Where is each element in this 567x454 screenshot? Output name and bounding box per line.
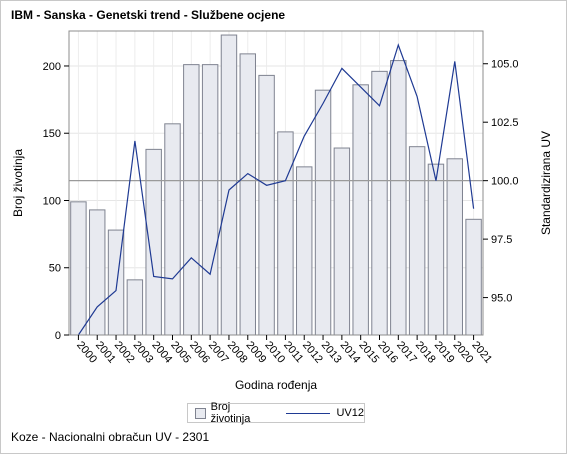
x-tick-label-2017: 2017 <box>394 339 419 365</box>
x-tick-label-2020: 2020 <box>450 339 475 365</box>
y2-tick-label-2: 100.0 <box>491 176 519 188</box>
bar-2000 <box>70 201 87 336</box>
y-axis-label: Broj životinja <box>11 149 25 217</box>
bar-2012 <box>296 166 313 336</box>
bar-2020 <box>446 158 463 336</box>
y2-tick-label-1: 97.5 <box>491 234 512 246</box>
legend-line-swatch <box>286 412 331 414</box>
x-axis-label: Godina rođenja <box>235 378 317 392</box>
x-tick-label-2009: 2009 <box>243 339 268 365</box>
x-tick-label-2002: 2002 <box>112 339 137 365</box>
x-tick-label-2013: 2013 <box>319 339 344 365</box>
y-tick-label-3: 150 <box>43 128 61 140</box>
plot-frame <box>68 30 484 336</box>
bar-2001 <box>89 209 106 336</box>
series-line-uv12 <box>77 43 475 336</box>
x-tick-label-2001: 2001 <box>93 339 118 365</box>
bar-2009 <box>239 53 256 336</box>
bar-2019 <box>427 163 445 336</box>
x-tick-label-2021: 2021 <box>469 339 494 365</box>
y2-tick-label-0: 95.0 <box>491 293 512 305</box>
bar-2021 <box>465 218 482 336</box>
x-tick-label-2010: 2010 <box>262 339 287 365</box>
bar-2013 <box>314 89 332 336</box>
bar-2014 <box>333 147 351 336</box>
bar-2004 <box>145 148 162 336</box>
y2-axis-label: Standardizirana UV <box>539 131 553 235</box>
bar-2016 <box>371 70 388 336</box>
legend-bar-label: Broj životinja <box>210 401 251 425</box>
legend-bar-swatch <box>195 407 206 419</box>
y2-tick-label-4: 105.0 <box>491 59 519 71</box>
legend: Broj životinja UV12 <box>187 401 365 425</box>
legend-line-label: UV12 <box>336 407 364 419</box>
bar-2005 <box>164 123 181 336</box>
x-tick-label-2015: 2015 <box>356 339 381 365</box>
x-tick-label-2019: 2019 <box>432 339 457 365</box>
bar-2010 <box>258 74 275 336</box>
y2-tick-label-3: 102.5 <box>491 117 519 129</box>
bar-2006 <box>183 64 200 336</box>
x-tick-label-2011: 2011 <box>281 339 305 365</box>
x-tick-label-2000: 2000 <box>74 339 99 365</box>
y-tick-label-4: 200 <box>43 61 61 73</box>
bar-2018 <box>408 146 426 336</box>
x-tick-label-2004: 2004 <box>149 339 174 365</box>
x-tick-label-2008: 2008 <box>225 339 250 365</box>
x-tick-label-2007: 2007 <box>206 339 231 365</box>
bar-2017 <box>390 60 407 336</box>
footnote: Koze - Nacionalni obračun UV - 2301 <box>11 430 210 444</box>
x-tick-label-2018: 2018 <box>413 339 438 365</box>
bar-2011 <box>277 131 294 336</box>
chart-title: IBM - Sanska - Genetski trend - Službene… <box>11 8 286 22</box>
y-tick-label-2: 100 <box>43 195 61 207</box>
x-tick-label-2006: 2006 <box>187 339 212 365</box>
x-tick-label-2003: 2003 <box>131 339 156 365</box>
y-tick-label-0: 0 <box>55 330 61 342</box>
bar-2015 <box>352 84 369 336</box>
bar-2007 <box>201 64 219 336</box>
x-tick-label-2014: 2014 <box>338 339 363 365</box>
y-tick-label-1: 50 <box>49 263 61 275</box>
x-tick-label-2005: 2005 <box>168 339 193 365</box>
x-tick-label-2016: 2016 <box>375 339 400 365</box>
bar-2003 <box>126 279 144 336</box>
x-tick-label-2012: 2012 <box>300 339 325 365</box>
